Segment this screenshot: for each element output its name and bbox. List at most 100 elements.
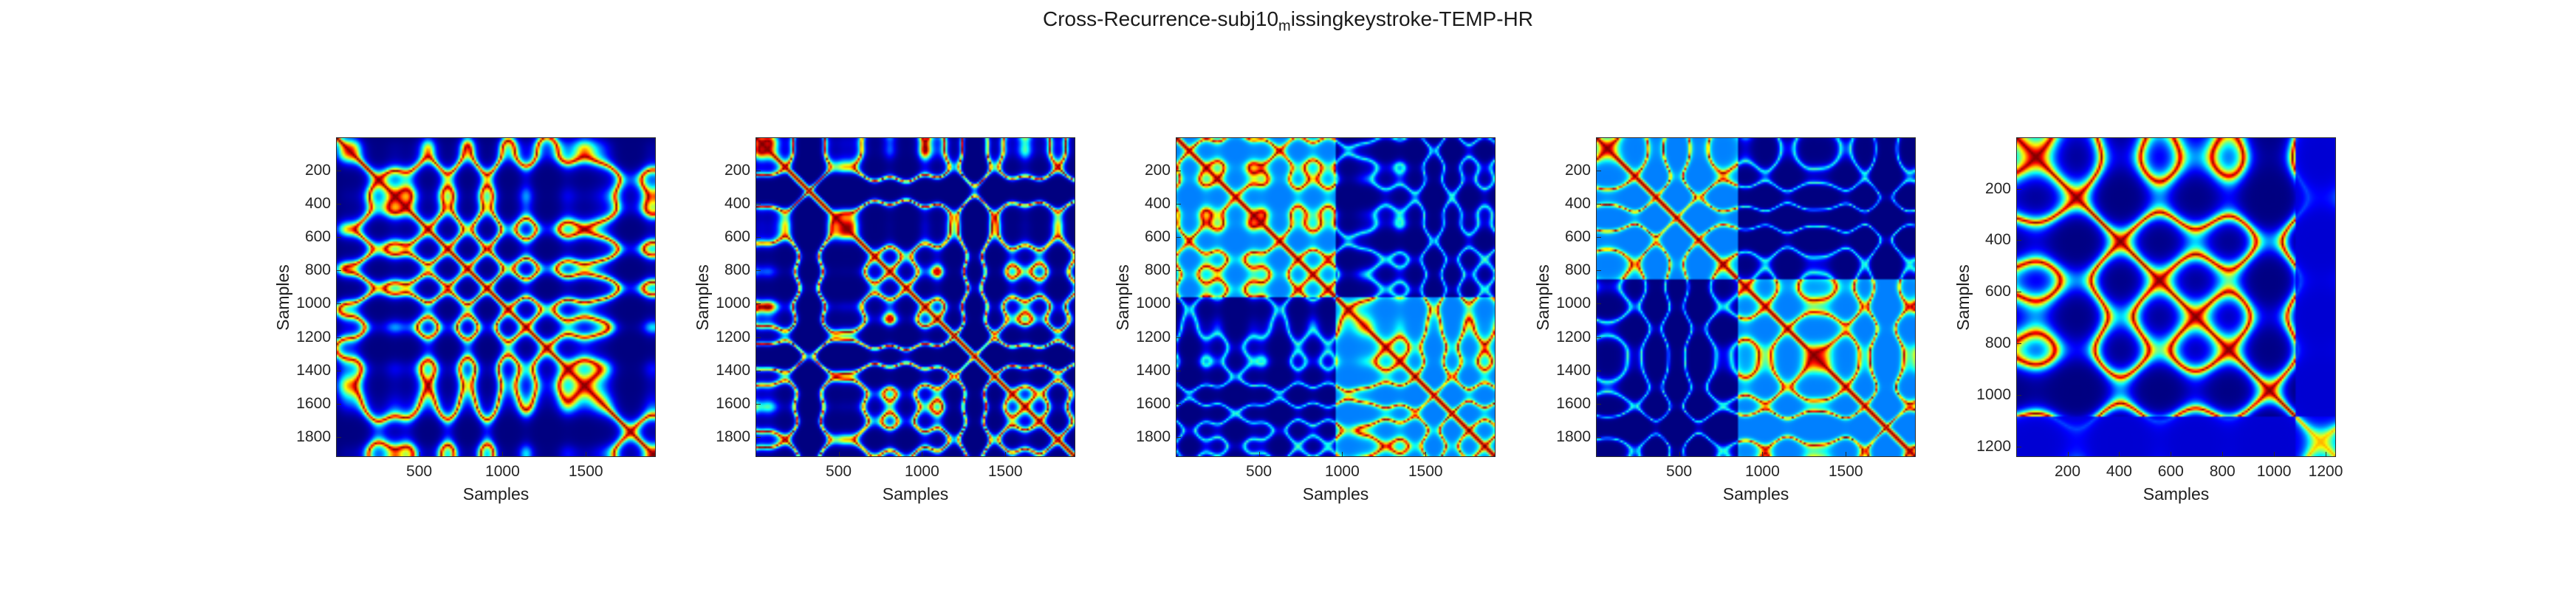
y-tick-mark: [1176, 337, 1181, 338]
y-tick-mark: [1176, 403, 1181, 405]
y-axis-label: Samples: [1953, 264, 1973, 331]
y-tick-label: 400: [1144, 195, 1171, 213]
y-tick-label: 800: [304, 261, 331, 279]
y-tick-mark: [1176, 303, 1181, 305]
y-tick-mark: [1176, 270, 1181, 272]
y-tick-mark: [1596, 237, 1601, 238]
y-tick-label: 1200: [296, 328, 331, 346]
x-tick-label: 1200: [2308, 463, 2343, 480]
y-tick-label: 1000: [296, 295, 331, 312]
x-tick-label: 500: [826, 463, 852, 480]
x-tick-mark: [2222, 452, 2224, 457]
y-tick-mark: [756, 403, 761, 405]
x-tick-mark: [2119, 452, 2120, 457]
y-tick-label: 1200: [716, 328, 750, 346]
x-tick-label: 600: [2157, 463, 2184, 480]
y-tick-mark: [1596, 204, 1601, 205]
x-tick-label: 1500: [568, 463, 603, 480]
x-tick-label: 500: [1246, 463, 1272, 480]
x-tick-label: 1000: [1325, 463, 1360, 480]
y-tick-label: 600: [1564, 228, 1591, 246]
y-tick-mark: [2016, 240, 2021, 241]
x-axis-label: Samples: [2142, 484, 2210, 504]
y-tick-mark: [1596, 303, 1601, 305]
y-tick-label: 600: [1984, 283, 2011, 300]
x-tick-mark: [1762, 452, 1764, 457]
y-axis-label: Samples: [1533, 264, 1552, 331]
y-tick-label: 200: [304, 161, 331, 179]
y-tick-mark: [1596, 270, 1601, 272]
y-tick-label: 1000: [1976, 386, 2011, 404]
y-tick-label: 400: [1984, 231, 2011, 249]
y-tick-label: 200: [1984, 179, 2011, 197]
y-axis-label: Samples: [1113, 264, 1132, 331]
y-tick-label: 800: [1564, 261, 1591, 279]
y-tick-label: 400: [724, 195, 750, 213]
x-tick-label: 1000: [485, 463, 520, 480]
y-tick-label: 1800: [1136, 427, 1171, 445]
x-tick-label: 800: [2209, 463, 2236, 480]
y-tick-label: 1200: [1556, 328, 1591, 346]
y-tick-mark: [336, 436, 341, 438]
y-tick-label: 1000: [1136, 295, 1171, 312]
x-tick-label: 500: [406, 463, 433, 480]
heatmap-cells-1: [337, 138, 655, 456]
y-tick-mark: [756, 303, 761, 305]
heatmap-cells-2: [756, 138, 1075, 456]
y-axis-label: Samples: [273, 264, 292, 331]
x-tick-label: 1000: [1745, 463, 1780, 480]
x-tick-label: 200: [2055, 463, 2081, 480]
x-axis-label: Samples: [882, 484, 949, 504]
y-tick-mark: [1596, 403, 1601, 405]
x-tick-mark: [1005, 452, 1007, 457]
y-tick-mark: [1596, 436, 1601, 438]
figure-title: Cross-Recurrence-subj10missingkeystroke-…: [0, 6, 2576, 40]
x-tick-label: 1500: [1408, 463, 1443, 480]
heatmap-plot-3: [1176, 137, 1496, 457]
heatmap-cells-5: [2017, 138, 2335, 456]
y-tick-label: 400: [1564, 195, 1591, 213]
x-axis-label: Samples: [1302, 484, 1369, 504]
y-tick-label: 1400: [1136, 361, 1171, 379]
y-tick-label: 600: [724, 228, 750, 246]
x-tick-label: 1500: [1828, 463, 1863, 480]
y-tick-mark: [756, 204, 761, 205]
y-tick-label: 1800: [716, 427, 750, 445]
y-tick-label: 1600: [296, 394, 331, 412]
y-tick-label: 200: [1144, 161, 1171, 179]
y-tick-label: 1800: [296, 427, 331, 445]
y-tick-mark: [1176, 436, 1181, 438]
y-tick-mark: [1176, 237, 1181, 238]
y-tick-label: 1600: [1556, 394, 1591, 412]
x-axis-label: Samples: [462, 484, 530, 504]
y-tick-mark: [2016, 395, 2021, 396]
y-tick-mark: [336, 237, 341, 238]
y-tick-label: 1200: [1136, 328, 1171, 346]
y-tick-label: 200: [1564, 161, 1591, 179]
y-tick-label: 1400: [716, 361, 750, 379]
x-axis-label: Samples: [1722, 484, 1789, 504]
y-tick-mark: [1596, 337, 1601, 338]
y-tick-label: 200: [724, 161, 750, 179]
x-tick-label: 500: [1666, 463, 1693, 480]
y-tick-mark: [756, 436, 761, 438]
heatmap-plot-2: [756, 137, 1075, 457]
y-tick-mark: [756, 337, 761, 338]
y-tick-label: 600: [1144, 228, 1171, 246]
figure-title-prefix: Cross-Recurrence-subj10: [1043, 7, 1279, 30]
y-tick-mark: [336, 403, 341, 405]
x-tick-mark: [2067, 452, 2069, 457]
figure-title-subscript: m: [1278, 18, 1291, 35]
y-tick-mark: [336, 204, 341, 205]
x-tick-mark: [1258, 452, 1260, 457]
x-tick-mark: [1425, 452, 1427, 457]
y-tick-label: 1600: [716, 394, 750, 412]
y-tick-label: 800: [724, 261, 750, 279]
y-tick-mark: [756, 237, 761, 238]
y-tick-label: 1400: [1556, 361, 1591, 379]
y-tick-mark: [2016, 188, 2021, 190]
x-tick-label: 1000: [2256, 463, 2292, 480]
y-tick-label: 400: [304, 195, 331, 213]
x-tick-mark: [419, 452, 420, 457]
y-tick-label: 1600: [1136, 394, 1171, 412]
